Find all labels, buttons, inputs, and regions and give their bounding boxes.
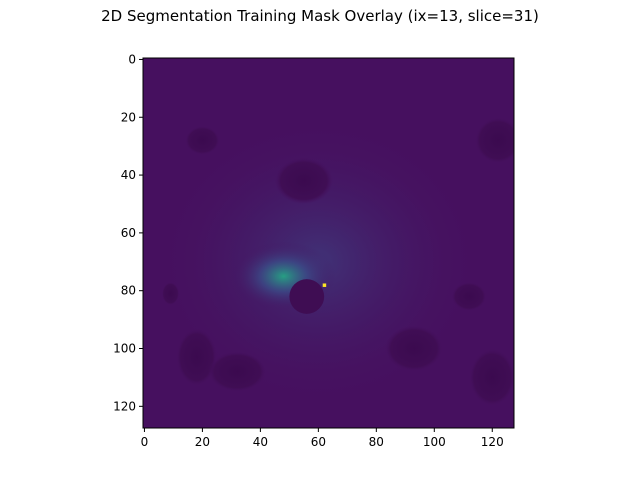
x-tick-label: 60 xyxy=(311,435,326,449)
y-tick-label: 40 xyxy=(121,168,136,182)
y-axis: 0 20 40 60 80 100 120 xyxy=(113,52,143,413)
y-tick-label: 120 xyxy=(113,399,136,413)
dark-lumen xyxy=(289,279,325,314)
x-tick-label: 120 xyxy=(481,435,504,449)
dark-structure-4 xyxy=(208,351,267,392)
image-layer xyxy=(143,58,514,428)
dark-structure-0 xyxy=(474,117,514,164)
x-tick-label: 20 xyxy=(195,435,210,449)
x-tick-label: 0 xyxy=(141,435,149,449)
x-tick-label: 100 xyxy=(423,435,446,449)
y-tick-label: 100 xyxy=(113,342,136,356)
dark-structure-7 xyxy=(161,282,180,306)
y-tick-label: 60 xyxy=(121,226,136,240)
x-tick-label: 40 xyxy=(253,435,268,449)
x-axis: 0 20 40 60 80 100 120 xyxy=(141,428,504,449)
y-tick-label: 20 xyxy=(121,110,136,124)
dark-structure-1 xyxy=(185,125,220,155)
plot-frame xyxy=(142,57,515,429)
y-tick-label: 0 xyxy=(128,52,136,66)
x-tick-label: 80 xyxy=(369,435,384,449)
y-tick-label: 80 xyxy=(121,284,136,298)
mask-peak xyxy=(322,283,327,287)
chart-title: 2D Segmentation Training Mask Overlay (i… xyxy=(101,7,539,25)
dark-structure-6 xyxy=(469,348,514,407)
dark-structure-5 xyxy=(385,325,443,372)
dark-structure-3 xyxy=(176,328,217,387)
dark-structure-8 xyxy=(451,282,487,311)
dark-structure-2 xyxy=(274,157,333,204)
